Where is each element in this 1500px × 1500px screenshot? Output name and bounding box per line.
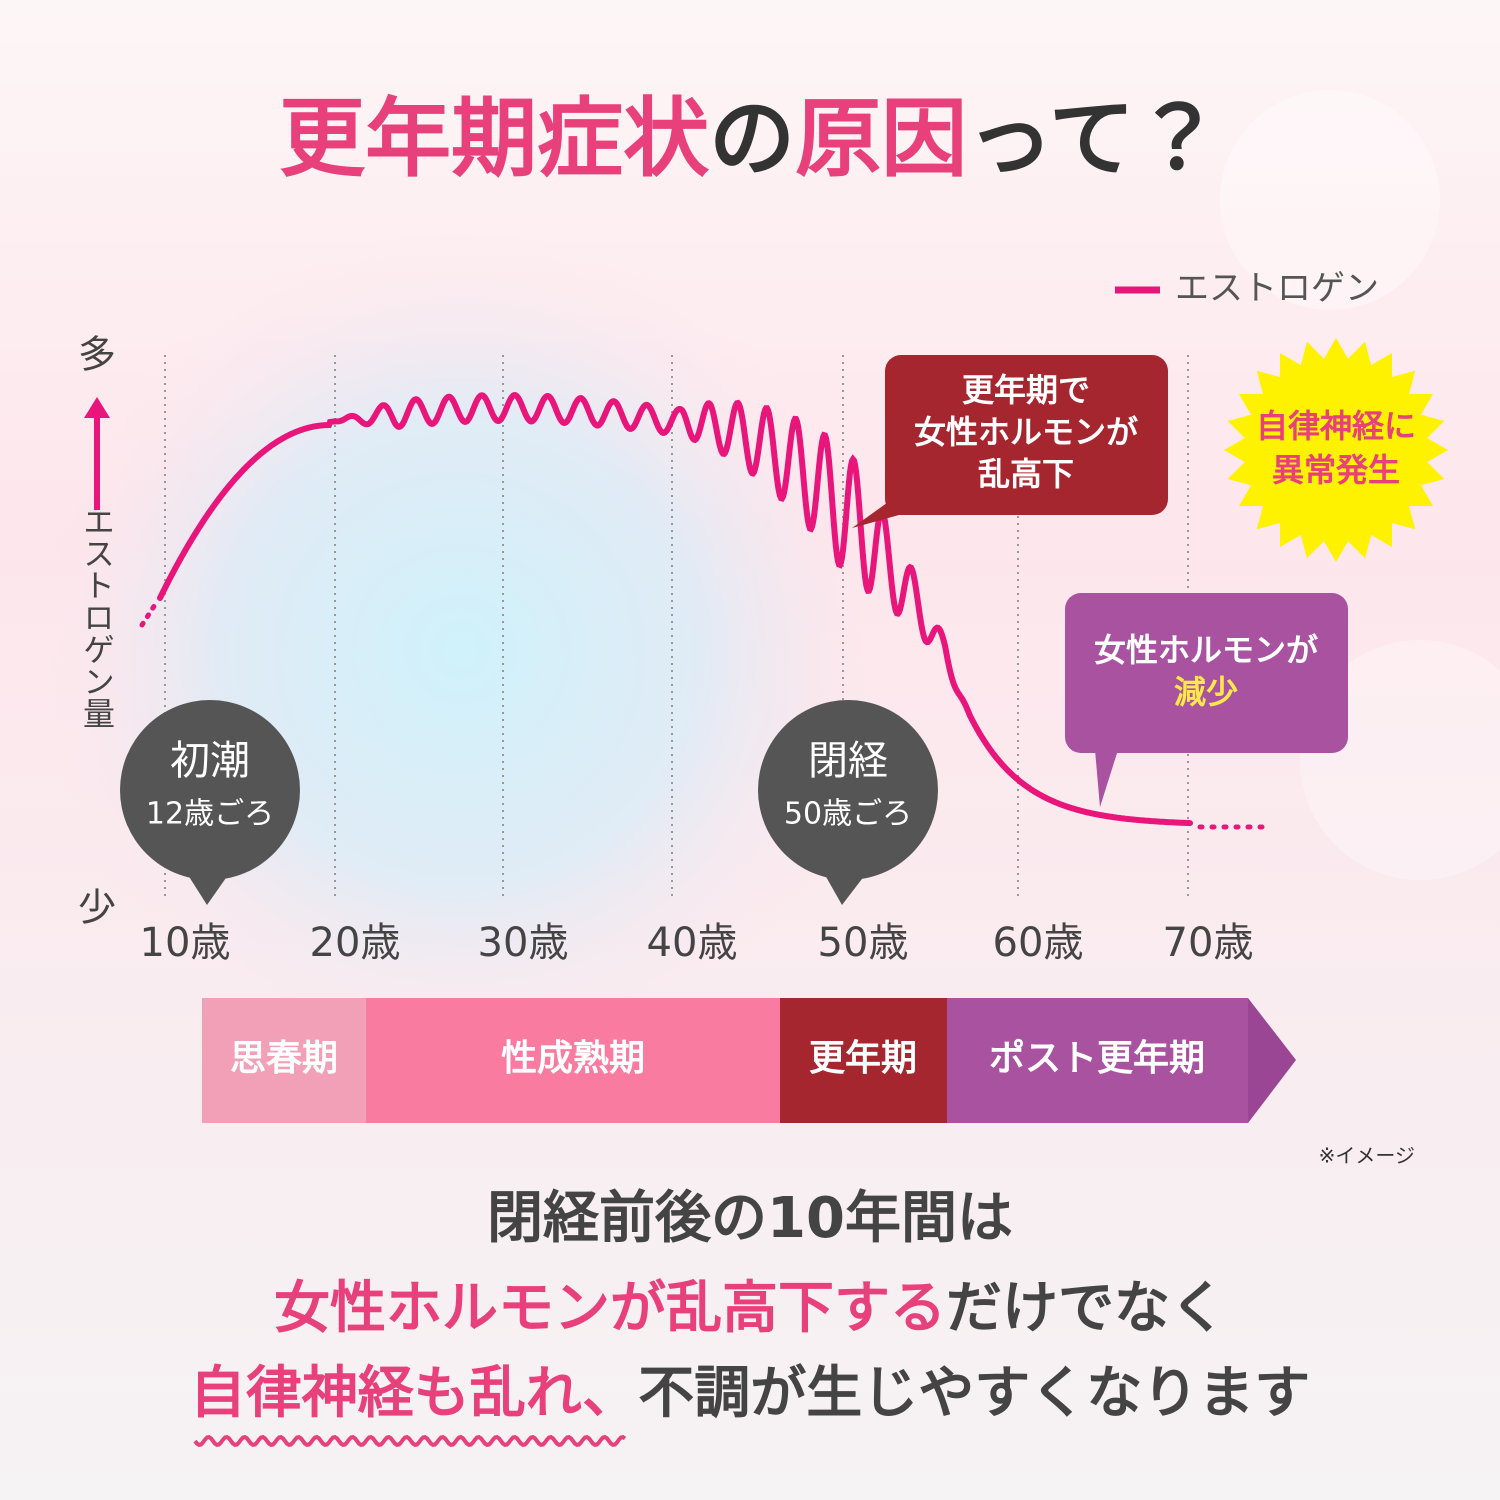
footer-part: 女性ホルモンが乱高下する	[274, 1276, 946, 1341]
title-part: 原因	[795, 89, 967, 189]
callout-text: 自律神経に	[1256, 407, 1416, 445]
estrogen-curve	[157, 392, 1193, 827]
title-part: 更年期症状	[279, 89, 710, 189]
underline	[193, 1434, 627, 1448]
bubble	[885, 355, 1168, 515]
x-tick-label: 60歳	[993, 920, 1084, 966]
bubble-tail	[1095, 750, 1118, 807]
bokeh	[1300, 640, 1500, 880]
bubble	[758, 700, 938, 880]
footer-line: 閉経前後の10年間は	[487, 1186, 1013, 1251]
x-tick-label: 70歳	[1163, 920, 1254, 966]
starburst	[1224, 338, 1448, 562]
footer-part: 自律神経も乱れ、	[190, 1361, 639, 1426]
y-axis-bottom: 少	[78, 886, 116, 930]
phase	[366, 998, 780, 1123]
title-part: って？	[967, 89, 1221, 189]
legend-label: エストロゲン	[1175, 269, 1379, 309]
x-tick-label: 20歳	[310, 920, 401, 966]
footer-line: 女性ホルモンが乱高下するだけでなく	[274, 1276, 1226, 1341]
callout-text: 乱高下	[978, 455, 1074, 493]
phase-label: 性成熟期	[501, 1038, 645, 1079]
bubble	[1065, 593, 1348, 753]
bubble	[120, 700, 300, 880]
bubble-tail	[852, 490, 935, 528]
phase-label: 思春期	[230, 1038, 338, 1079]
note: ※イメージ	[1319, 1144, 1415, 1168]
phase	[780, 998, 947, 1123]
phase	[947, 998, 1248, 1123]
phase-label: 更年期	[809, 1038, 917, 1079]
footer-line: 自律神経も乱れ、不調が生じやすくなります	[190, 1361, 1311, 1426]
callout-text: 女性ホルモンが	[914, 413, 1138, 451]
title-part: の	[709, 89, 795, 189]
bubble-tail	[825, 875, 865, 905]
title: 更年期症状の原因って？	[279, 89, 1221, 189]
callout-text: 更年期で	[962, 371, 1090, 409]
x-tick-label: 10歳	[140, 920, 231, 966]
callout-menopause: 閉経 50歳ごろ	[758, 700, 938, 905]
callout-text: 閉経	[808, 738, 888, 784]
phase	[202, 998, 366, 1123]
phase-label: ポスト更年期	[989, 1037, 1205, 1079]
callout-text: 12歳ごろ	[146, 797, 274, 832]
phase-arrow	[1248, 998, 1296, 1123]
callout-fluctuation: 更年期で 女性ホルモンが 乱高下	[852, 355, 1168, 528]
callout-text: 異常発生	[1272, 451, 1400, 489]
callout-menarche: 初潮 12歳ごろ	[120, 700, 300, 905]
callout-decrease: 女性ホルモンが 減少	[1065, 593, 1348, 807]
x-tick-label: 50歳	[818, 920, 909, 966]
x-tick-label: 40歳	[647, 920, 738, 966]
callout-text: 50歳ごろ	[784, 797, 912, 832]
footer-part: 不調が生じやすくなります	[638, 1361, 1310, 1426]
y-axis-label: エストロゲン量	[78, 505, 116, 729]
y-axis-top: 多	[78, 333, 116, 377]
phase-bar: 思春期 性成熟期 更年期 ポスト更年期	[202, 998, 1296, 1123]
footer-part: だけでなく	[946, 1276, 1226, 1341]
callout-text: 減少	[1174, 673, 1238, 711]
x-tick-label: 30歳	[478, 920, 569, 966]
callout-text: 初潮	[170, 738, 250, 784]
bokeh	[1220, 90, 1440, 310]
y-arrowhead	[84, 397, 110, 418]
callout-text: 女性ホルモンが	[1094, 631, 1318, 669]
bubble-tail	[188, 875, 228, 905]
